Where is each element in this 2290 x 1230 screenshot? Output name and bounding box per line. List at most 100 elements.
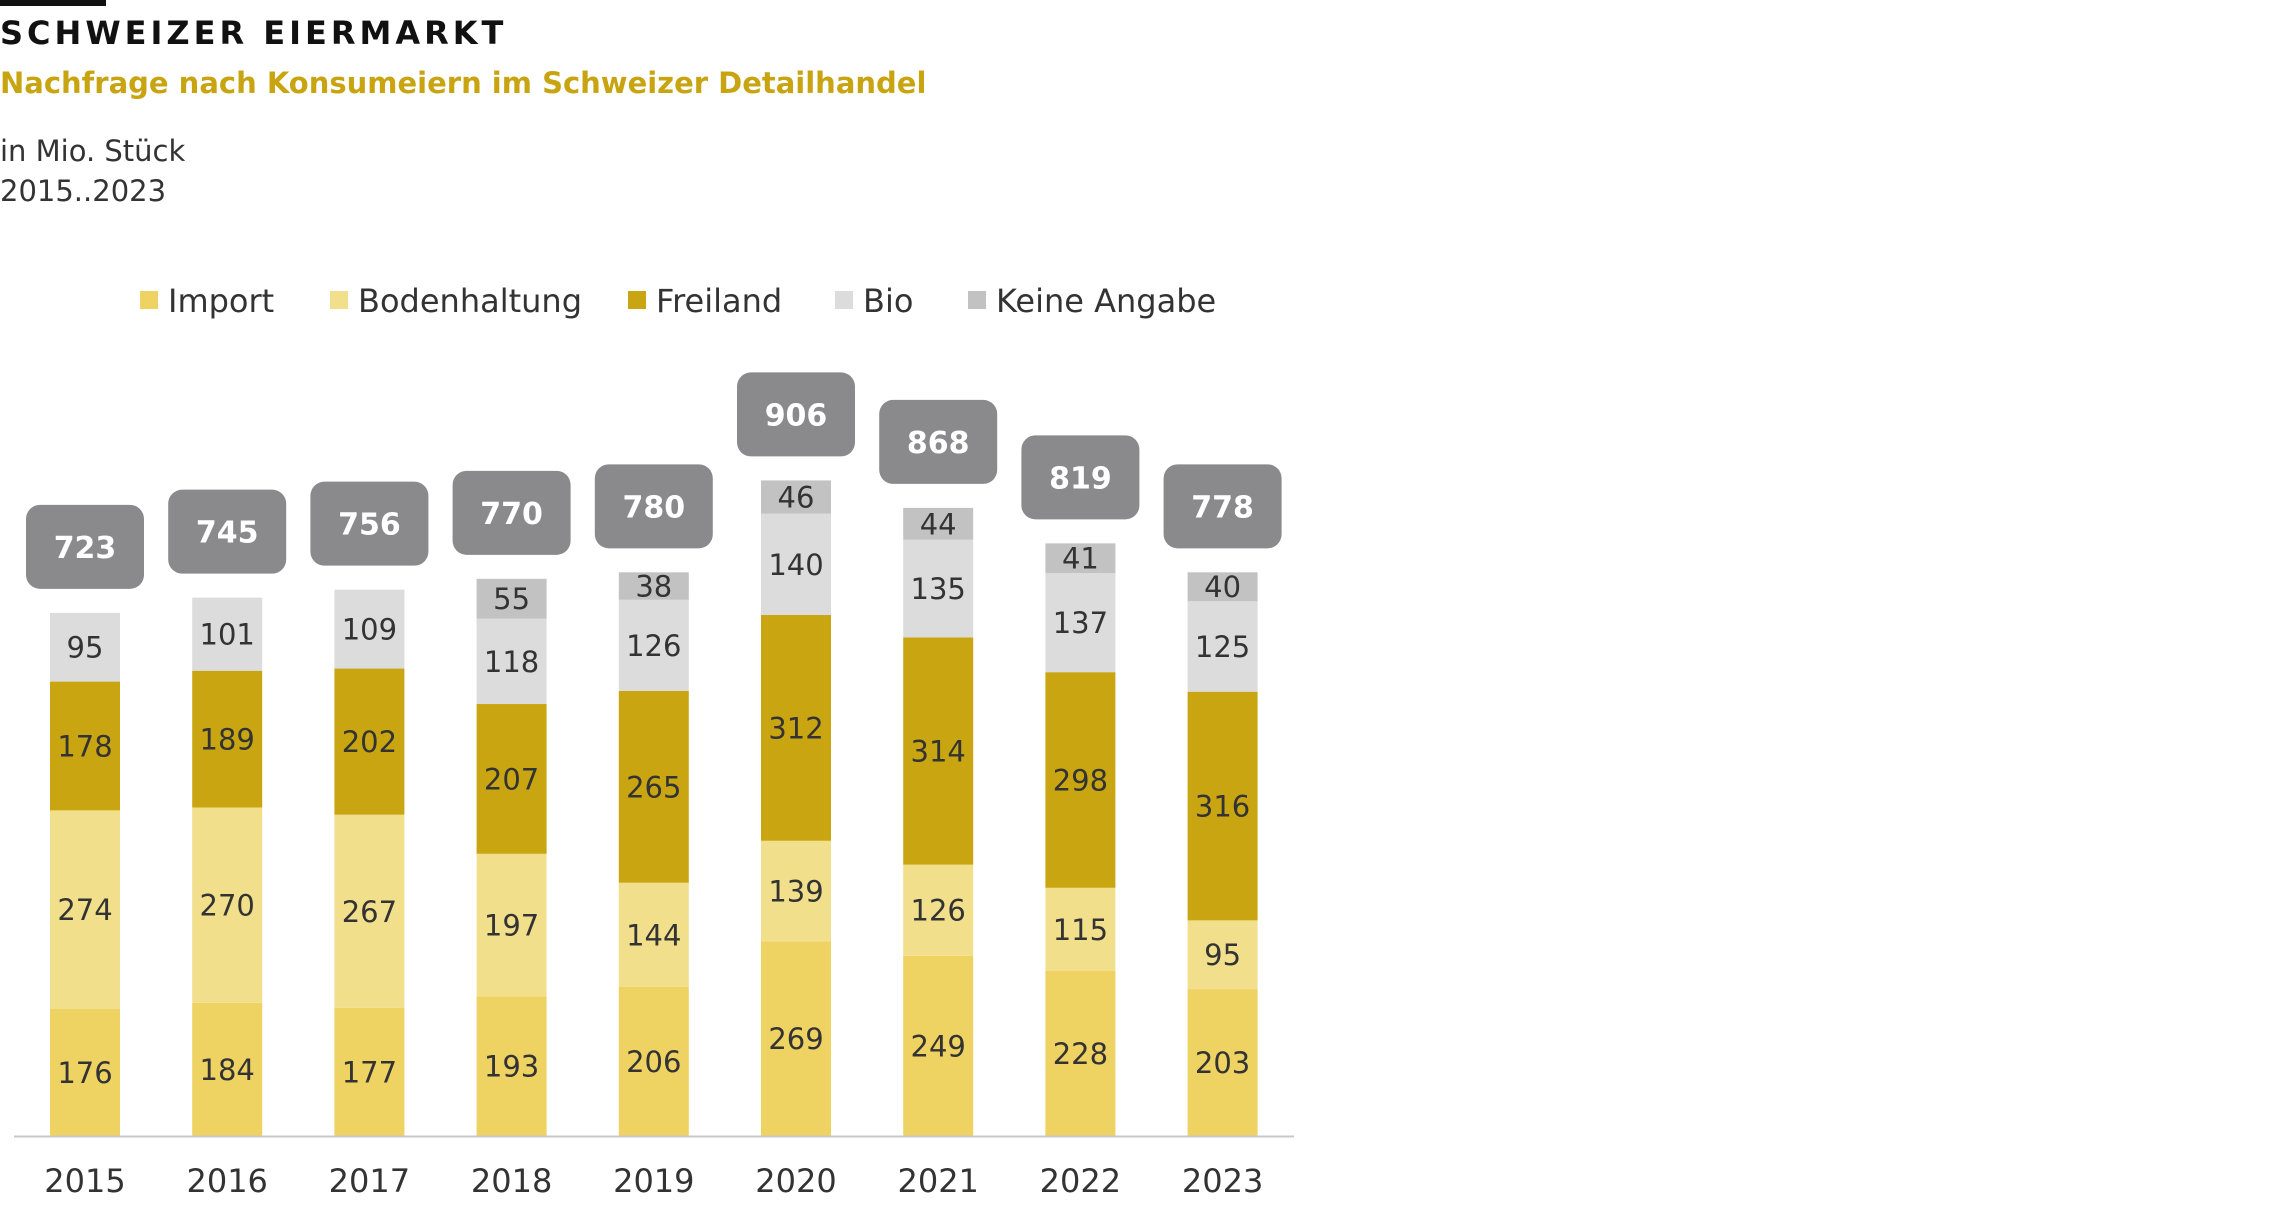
data-label-bodenhaltung-2016: 270 <box>200 889 255 923</box>
bar-import-2022 <box>1045 971 1116 1136</box>
x-axis: 2015 2016 2017 2018 2019 2020 2021 2022 2023 <box>14 1135 1294 1200</box>
data-label-bodenhaltung-2015: 274 <box>57 893 112 927</box>
data-label-freiland-2017: 202 <box>342 725 397 759</box>
legend: Import Bodenhaltung Freiland Bio Keine Angab… <box>140 282 1216 320</box>
bar-bodenhaltung-2015 <box>50 810 120 1009</box>
data-label-import-2015: 176 <box>57 1056 112 1090</box>
bar-keine-angabe-2020 <box>761 480 831 514</box>
bar-bodenhaltung-2017 <box>334 814 405 1008</box>
data-label-import-2018: 193 <box>484 1050 539 1084</box>
total-badge-2018 <box>452 470 571 555</box>
data-label-freiland-2015: 178 <box>57 729 112 763</box>
chart-unit: in Mio. Stück <box>0 134 186 168</box>
data-label-import-2017: 177 <box>342 1055 397 1089</box>
bar-import-2019 <box>618 986 689 1136</box>
x-tick-label-2021: 2021 <box>897 1162 978 1200</box>
x-tick-label-2019: 2019 <box>613 1162 694 1200</box>
total-badge-2021 <box>879 399 998 484</box>
data-label-bio-2020: 140 <box>768 548 823 582</box>
legend-swatch-bio <box>835 291 853 309</box>
data-label-bodenhaltung-2018: 197 <box>484 909 539 943</box>
bar-keine-angabe-2023 <box>1187 572 1258 602</box>
bar-bodenhaltung-2016 <box>192 807 263 1003</box>
data-label-keine-angabe-2020: 46 <box>778 481 815 515</box>
data-label-bio-2019: 126 <box>626 629 681 663</box>
bar-keine-angabe-2019 <box>618 572 689 600</box>
data-label-bodenhaltung-2017: 267 <box>342 895 397 929</box>
total-label-2016: 745 <box>196 516 259 551</box>
bar-import-2017 <box>334 1007 405 1136</box>
x-tick-label-2018: 2018 <box>471 1162 552 1200</box>
bars-layer: 176 274 178 95 184 270 189 101 177 267 202 109 193 19… <box>50 480 1258 1136</box>
bar-bodenhaltung-2022 <box>1045 887 1116 972</box>
x-tick-label-2016: 2016 <box>186 1162 267 1200</box>
data-label-freiland-2018: 207 <box>484 762 539 796</box>
legend-label-import: Import <box>168 282 274 320</box>
x-tick-label-2023: 2023 <box>1182 1162 1263 1200</box>
title-accent-line <box>0 0 106 6</box>
bar-bio-2015 <box>50 612 120 682</box>
total-label-2023: 778 <box>1191 490 1254 525</box>
bar-freiland-2017 <box>334 668 405 815</box>
total-label-2017: 756 <box>338 508 401 543</box>
total-badge-2017 <box>310 481 429 566</box>
bar-bodenhaltung-2018 <box>476 853 547 997</box>
data-label-bio-2017: 109 <box>342 613 397 647</box>
bar-bio-2017 <box>334 589 405 669</box>
bar-bodenhaltung-2019 <box>618 882 689 987</box>
data-label-bodenhaltung-2019: 144 <box>626 918 681 952</box>
chart-subtitle: Nachfrage nach Konsumeiern im Schweizer … <box>0 66 927 100</box>
x-tick-label-2020: 2020 <box>755 1162 836 1200</box>
bar-bio-2023 <box>1187 601 1258 692</box>
data-label-freiland-2021: 314 <box>911 734 966 768</box>
bar-keine-angabe-2021 <box>903 507 974 540</box>
total-label-2015: 723 <box>54 531 117 566</box>
data-label-keine-angabe-2023: 40 <box>1204 570 1241 604</box>
data-label-import-2016: 184 <box>200 1053 255 1087</box>
total-badge-2016 <box>168 489 287 574</box>
legend-swatch-keine-angabe <box>968 291 986 309</box>
legend-swatch-bodenhaltung <box>330 291 348 309</box>
data-label-bio-2016: 101 <box>200 618 255 652</box>
bar-freiland-2016 <box>192 670 263 808</box>
total-label-2022: 819 <box>1049 461 1112 496</box>
bar-freiland-2018 <box>476 704 547 854</box>
bar-freiland-2023 <box>1187 691 1258 921</box>
bar-bodenhaltung-2020 <box>761 840 831 942</box>
data-label-import-2020: 269 <box>768 1022 823 1056</box>
bar-bio-2016 <box>192 597 263 671</box>
data-label-bodenhaltung-2020: 139 <box>768 875 823 909</box>
data-label-freiland-2020: 312 <box>768 711 823 745</box>
bar-bio-2018 <box>476 618 547 705</box>
bar-freiland-2021 <box>903 637 974 865</box>
bar-freiland-2019 <box>618 690 689 883</box>
data-label-keine-angabe-2022: 41 <box>1062 542 1099 576</box>
data-label-freiland-2023: 316 <box>1195 789 1250 823</box>
total-label-2020: 906 <box>765 398 828 433</box>
data-label-bio-2018: 118 <box>484 645 539 679</box>
total-badge-2023 <box>1163 464 1282 549</box>
data-label-import-2023: 203 <box>1195 1046 1250 1080</box>
bar-bodenhaltung-2023 <box>1187 920 1258 990</box>
legend-label-keine-angabe: Keine Angabe <box>996 282 1216 320</box>
chart-period: 2015..2023 <box>0 174 167 208</box>
bar-import-2020 <box>761 941 831 1136</box>
data-label-keine-angabe-2018: 55 <box>493 582 530 616</box>
bar-freiland-2015 <box>50 681 120 811</box>
data-label-bodenhaltung-2021: 126 <box>911 894 966 928</box>
data-label-bio-2022: 137 <box>1053 606 1108 640</box>
data-label-freiland-2019: 265 <box>626 770 681 804</box>
data-label-freiland-2022: 298 <box>1053 763 1108 797</box>
bar-keine-angabe-2022 <box>1045 543 1116 574</box>
bar-import-2023 <box>1187 989 1258 1136</box>
bar-import-2018 <box>476 996 547 1136</box>
bar-freiland-2022 <box>1045 672 1116 888</box>
total-badge-2019 <box>594 464 713 549</box>
legend-swatch-import <box>140 291 158 309</box>
bar-bio-2020 <box>761 513 831 616</box>
data-label-bodenhaltung-2023: 95 <box>1204 938 1241 972</box>
x-tick-label-2017: 2017 <box>329 1162 410 1200</box>
data-label-bio-2015: 95 <box>67 631 104 665</box>
legend-label-freiland: Freiland <box>656 282 782 320</box>
bar-freiland-2020 <box>761 615 831 841</box>
